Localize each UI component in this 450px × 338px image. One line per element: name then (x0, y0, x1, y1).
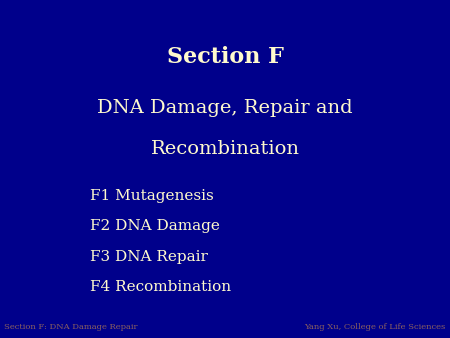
Text: Section F: Section F (166, 46, 284, 69)
Text: Section F: DNA Damage Repair: Section F: DNA Damage Repair (4, 323, 138, 331)
Text: F3 DNA Repair: F3 DNA Repair (90, 250, 208, 264)
Text: DNA Damage, Repair and: DNA Damage, Repair and (97, 99, 353, 117)
Text: Yang Xu, College of Life Sciences: Yang Xu, College of Life Sciences (304, 323, 446, 331)
Text: F2 DNA Damage: F2 DNA Damage (90, 219, 220, 234)
Text: Recombination: Recombination (150, 140, 300, 158)
Text: F4 Recombination: F4 Recombination (90, 280, 231, 294)
Text: F1 Mutagenesis: F1 Mutagenesis (90, 189, 214, 203)
